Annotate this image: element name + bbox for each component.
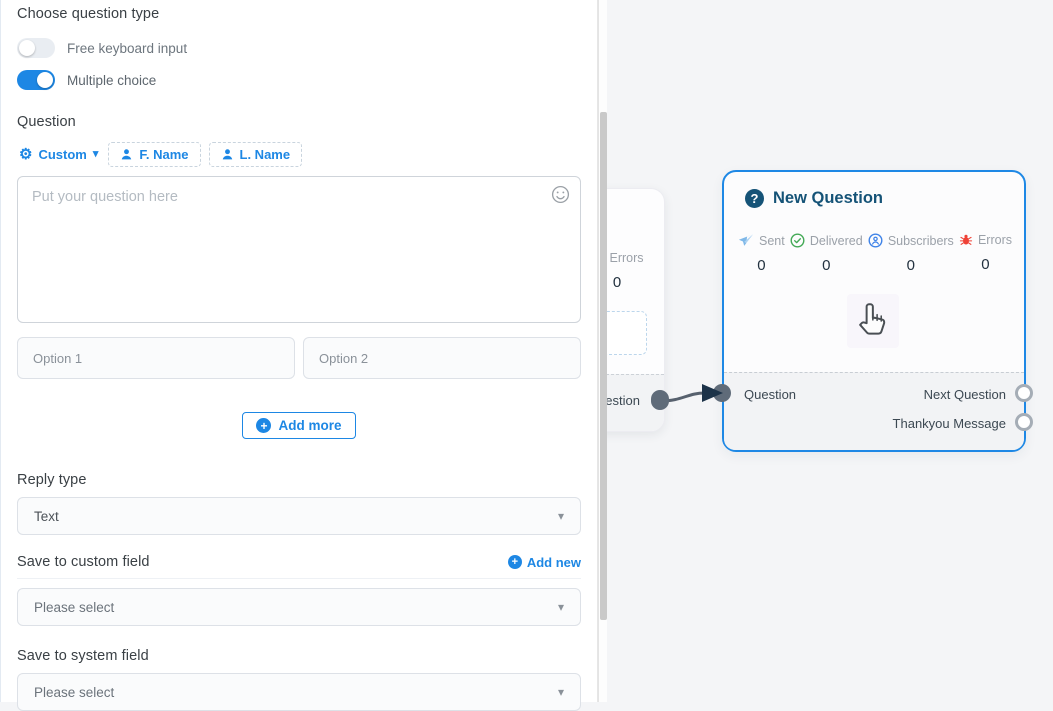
stat-delivered: Delivered 0 [790,233,863,274]
multiple-choice-label: Multiple choice [67,73,156,88]
output-port-handle-next-question[interactable] [1015,384,1033,402]
reply-type-select[interactable]: Text ▾ [17,497,581,535]
first-name-chip[interactable]: F. Name [108,142,200,167]
add-new-label: Add new [527,555,581,570]
question-heading: Question [17,114,581,130]
chevron-down-icon: ▾ [93,149,99,160]
stat-value: 0 [607,274,656,291]
person-icon [221,148,234,161]
question-text-wrapper [17,176,581,328]
custom-field-value: Please select [34,600,114,615]
person-icon [120,148,133,161]
custom-variable-dropdown[interactable]: ⚙ Custom ▾ [17,143,100,166]
stat-errors: Errors 0 [607,251,656,291]
free-keyboard-toggle-row: Free keyboard input [17,38,581,58]
bug-icon [959,233,973,247]
node-footer: Question Next Question Thankyou Message [724,372,1024,450]
add-more-button[interactable]: + Add more [242,412,355,439]
stat-value: 0 [981,256,989,273]
gears-icon: ⚙ [19,147,32,162]
node-header: ? New Question [724,172,1024,208]
chevron-down-icon: ▾ [558,601,564,613]
paper-plane-icon [738,233,754,248]
stat-label: Errors [978,233,1012,247]
stat-label: Subscribers [888,234,954,248]
add-more-label: Add more [278,418,341,433]
node-title: New Question [773,189,883,208]
stat-errors: Errors 0 [959,233,1012,274]
add-new-link[interactable]: + Add new [508,555,581,570]
question-mark-icon: ? [745,189,764,208]
stat-value: 0 [757,257,765,274]
question-text-input[interactable] [17,176,581,323]
stat-value: 0 [907,257,915,274]
system-field-select[interactable]: Please select ▾ [17,673,581,711]
reply-type-value: Text [34,509,59,524]
toggle-knob [37,72,53,88]
system-field-value: Please select [34,685,114,700]
check-circle-icon [790,233,805,248]
person-circle-icon [868,233,883,248]
connector-edge [607,372,737,418]
panel-scrollbar-track[interactable] [598,0,607,702]
last-name-chip-label: L. Name [240,147,291,162]
stat-label: Errors [609,251,643,265]
cursor-hand-icon [856,301,890,341]
answer-options-row [17,337,581,379]
cursor-highlight-box [847,294,899,348]
reply-type-heading: Reply type [17,472,581,488]
input-port-label: Question [744,387,796,402]
multiple-choice-toggle-row: Multiple choice [17,70,581,90]
question-settings-panel: Choose question type Free keyboard input… [0,0,598,702]
system-field-heading: Save to system field [17,648,581,664]
arrowhead-icon [702,384,723,402]
option-2-input[interactable] [303,337,581,379]
custom-field-heading: Save to custom field [17,554,150,570]
first-name-chip-label: F. Name [139,147,188,162]
emoji-picker-icon[interactable] [551,185,570,204]
new-question-node[interactable]: ? New Question Sent 0 [722,170,1026,452]
stat-value: 0 [822,257,830,274]
last-name-chip[interactable]: L. Name [209,142,303,167]
stat-sent: Sent 0 [738,233,785,274]
flow-canvas[interactable]: Errors 0 uestion ? New Question [607,0,1053,702]
free-keyboard-toggle[interactable] [17,38,55,58]
stat-label: Delivered [810,234,863,248]
panel-scrollbar-thumb[interactable] [600,112,607,620]
custom-field-row: Save to custom field + Add new [17,554,581,579]
output-port-label: Next Question [924,387,1006,402]
toggle-knob [19,40,35,56]
output-port-handle-thankyou[interactable] [1015,413,1033,431]
output-port-label: Thankyou Message [893,416,1006,431]
variable-chips-row: ⚙ Custom ▾ F. Name L. Name [17,142,581,167]
plus-circle-icon: + [256,418,271,433]
option-1-input[interactable] [17,337,295,379]
custom-chip-label: Custom [38,147,86,162]
custom-field-select[interactable]: Please select ▾ [17,588,581,626]
stat-label: Sent [759,234,785,248]
chevron-down-icon: ▾ [558,686,564,698]
question-type-heading: Choose question type [17,6,581,22]
multiple-choice-toggle[interactable] [17,70,55,90]
stat-subscribers: Subscribers 0 [868,233,954,274]
free-keyboard-label: Free keyboard input [67,41,187,56]
edge-source-dot [651,392,669,410]
chevron-down-icon: ▾ [558,510,564,522]
option-placeholder-box[interactable] [607,311,647,355]
plus-circle-icon: + [508,555,522,569]
node-stats-row: Sent 0 Delivered 0 [724,233,1024,274]
